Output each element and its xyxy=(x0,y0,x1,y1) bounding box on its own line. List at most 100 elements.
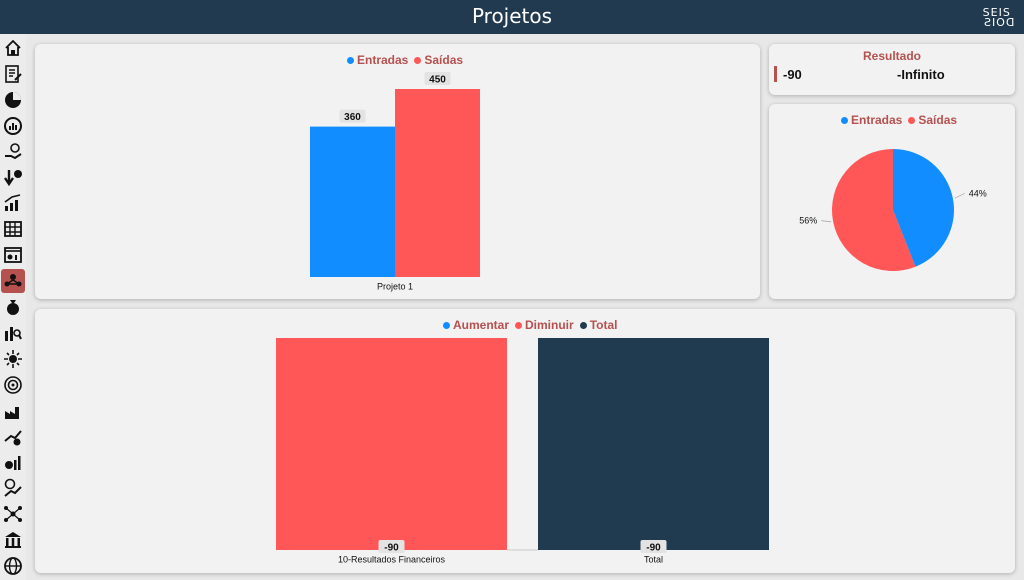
legend-item-saidas[interactable]: Saídas xyxy=(908,113,957,127)
legend-label-entradas: Entradas xyxy=(851,113,903,127)
sidebar-item-factory[interactable] xyxy=(1,399,25,423)
sidebar-item-pie-chart[interactable] xyxy=(1,88,25,112)
legend-label-aumentar: Aumentar xyxy=(453,318,510,332)
data-label-entradas: 360 xyxy=(344,112,361,123)
sidebar-item-down-percent[interactable] xyxy=(1,166,25,190)
waterfall-legend: Aumentar Diminuir Total xyxy=(443,318,617,332)
legend-item-diminuir[interactable]: Diminuir xyxy=(515,318,574,332)
bar-entradas[interactable] xyxy=(310,126,395,277)
header-bar: Projetos SEIS DOIS xyxy=(0,0,1024,34)
sidebar-item-network[interactable] xyxy=(1,502,25,526)
globe-icon xyxy=(4,557,22,575)
sidebar-item-hand-money[interactable] xyxy=(1,140,25,164)
page-title: Projetos xyxy=(471,4,553,28)
waterfall-data-label-0: -90 xyxy=(384,543,399,554)
entradas-saidas-pie-card: Entradas Saídas 44% 56% xyxy=(769,104,1015,299)
legend-dot-saidas xyxy=(908,116,916,124)
sidebar-item-trend-gear[interactable] xyxy=(1,425,25,449)
hand-money-icon xyxy=(5,142,22,159)
legend-dot-aumentar xyxy=(443,321,450,329)
entradas-saidas-bar-card: Entradas Saídas 360 450 Projeto 1 xyxy=(35,44,760,299)
bar-search-icon xyxy=(5,326,22,341)
legend-dot-entradas xyxy=(841,116,848,124)
network-icon xyxy=(4,506,22,523)
sidebar-item-table[interactable] xyxy=(1,217,25,241)
sidebar-item-money-bag[interactable] xyxy=(1,295,25,319)
resultado-title: Resultado xyxy=(862,49,921,63)
dollar-trend-icon xyxy=(4,478,22,498)
resultado-waterfall-card: Aumentar Diminuir Total -90 10-Resultados… xyxy=(35,309,1015,573)
sidebar-item-people-network[interactable] xyxy=(1,269,25,294)
bar-chart-legend: Entradas Saídas xyxy=(347,53,463,67)
legend-item-entradas[interactable]: Entradas xyxy=(841,113,902,127)
pie-label-entradas: 44% xyxy=(969,188,987,198)
factory-icon xyxy=(5,406,19,419)
sidebar-item-finance-bars[interactable] xyxy=(1,450,25,474)
gauge-icon xyxy=(4,116,22,135)
home-icon xyxy=(5,39,21,56)
legend-dot-saidas xyxy=(414,56,422,64)
waterfall-x-tick-1: Total xyxy=(644,555,663,565)
table-icon xyxy=(4,221,22,238)
sidebar-item-sun-gear[interactable] xyxy=(1,347,25,371)
pie-leader-entradas xyxy=(954,192,965,199)
sidebar-item-bank[interactable] xyxy=(1,528,25,552)
legend-item-entradas[interactable]: Entradas xyxy=(347,53,408,67)
waterfall-data-label-0-bg xyxy=(378,540,405,553)
finance-bars-icon xyxy=(5,456,21,471)
legend-label-diminuir: Diminuir xyxy=(525,318,574,332)
bar-saídas[interactable] xyxy=(395,89,480,277)
pie-chart-icon xyxy=(5,91,21,108)
resultado-value: -90 xyxy=(783,67,802,82)
resultado-ratio: -Infinito xyxy=(897,67,945,82)
logo-bottom-text: DOIS xyxy=(982,16,1014,29)
waterfall-bar-total[interactable] xyxy=(538,338,769,550)
legend-item-saidas[interactable]: Saídas xyxy=(414,53,463,67)
resultado-accent-bar xyxy=(774,66,777,82)
entradas-saidas-pie-chart: 44% 56% xyxy=(799,149,987,271)
sidebar-item-target[interactable] xyxy=(1,373,25,397)
legend-label-total: Total xyxy=(589,318,618,332)
money-bag-icon xyxy=(7,300,19,315)
legend-label-saidas: Saídas xyxy=(424,53,464,67)
growth-chart-icon xyxy=(4,194,21,212)
document-edit-icon xyxy=(5,65,22,83)
waterfall-data-label-1-bg xyxy=(640,540,667,553)
sidebar-item-growth-chart[interactable] xyxy=(1,191,25,215)
bank-icon xyxy=(5,532,21,549)
pie-slice-entradas[interactable] xyxy=(893,149,954,267)
pie-label-saídas: 56% xyxy=(799,216,817,226)
data-label-saídas: 450 xyxy=(429,75,446,86)
dashboard-icon xyxy=(4,247,22,264)
sidebar-item-home[interactable] xyxy=(1,36,25,60)
legend-dot-entradas xyxy=(347,56,354,64)
sidebar-item-document-edit[interactable] xyxy=(1,62,25,86)
x-tick-label: Projeto 1 xyxy=(377,282,413,292)
sidebar-item-gauge[interactable] xyxy=(1,114,25,138)
pie-slice-saídas[interactable] xyxy=(832,149,916,271)
trend-gear-icon xyxy=(4,429,22,445)
data-label-entradas-bg xyxy=(339,109,366,123)
sidebar-item-bar-search[interactable] xyxy=(1,321,25,345)
resultado-card: Resultado -90 -Infinito xyxy=(769,44,1015,95)
data-label-saídas-bg xyxy=(424,72,451,85)
legend-item-total[interactable]: Total xyxy=(579,318,618,332)
legend-item-aumentar[interactable]: Aumentar xyxy=(443,318,509,332)
sidebar-nav xyxy=(0,34,26,580)
waterfall-bar-resultados[interactable] xyxy=(276,338,507,550)
down-percent-icon xyxy=(4,169,22,186)
sidebar-item-dollar-trend[interactable] xyxy=(1,476,25,500)
people-network-icon xyxy=(4,274,22,287)
sidebar-item-globe[interactable] xyxy=(1,554,25,578)
waterfall-data-label-1: -90 xyxy=(646,543,661,554)
logo-top-text: SEIS xyxy=(982,6,1011,19)
brand-logo: SEIS DOIS xyxy=(982,6,1014,29)
entradas-saidas-bar-chart: 360 450 Projeto 1 xyxy=(310,72,480,292)
legend-dot-diminuir xyxy=(515,321,523,329)
pie-leader-saídas xyxy=(821,220,832,223)
target-icon xyxy=(4,375,22,394)
sidebar-item-dashboard[interactable] xyxy=(1,243,25,267)
waterfall-x-tick-0: 10-Resultados Financeiros xyxy=(338,555,446,565)
legend-label-saidas: Saídas xyxy=(918,113,958,127)
